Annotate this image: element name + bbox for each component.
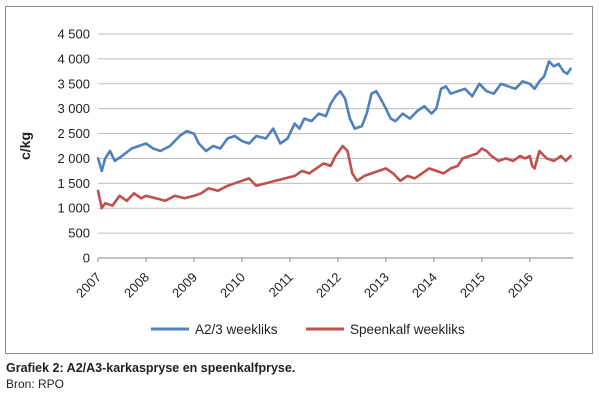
y-axis-label: c/kg	[17, 132, 33, 160]
y-tick-label: 2 500	[57, 126, 90, 141]
legend-label: A2/3 weekliks	[195, 322, 278, 337]
y-tick-label: 500	[68, 226, 90, 241]
y-tick-label: 3 500	[57, 76, 90, 91]
x-tick-label: 2015	[457, 270, 488, 301]
x-tick-label: 2010	[217, 270, 248, 301]
figure-caption: Grafiek 2: A2/A3-karkaspryse en speenkal…	[6, 361, 296, 375]
y-tick-label: 1 000	[57, 201, 90, 216]
x-tick-label: 2013	[361, 270, 392, 301]
y-tick-label: 4 000	[57, 51, 90, 66]
x-tick-label: 2007	[73, 270, 104, 301]
y-tick-label: 2 000	[57, 151, 90, 166]
series-lines	[96, 60, 572, 210]
x-tick-label: 2014	[409, 270, 440, 301]
y-tick-label: 4 500	[57, 27, 90, 42]
x-tick-label: 2012	[313, 270, 344, 301]
line-chart: 0 500 1 000 1 500 2 000 2 500 3 000 3 500 4 000 4…	[17, 27, 573, 337]
series-line	[96, 60, 572, 173]
legend: A2/3 weekliks Speenkalf weekliks	[151, 322, 465, 337]
chart-frame: 0 500 1 000 1 500 2 000 2 500 3 000 3 500 4 000 4…	[5, 6, 593, 354]
legend-label: Speenkalf weekliks	[350, 322, 465, 337]
y-tick-label: 1 500	[57, 176, 90, 191]
x-tick-label: 2016	[505, 270, 536, 301]
series-line	[96, 144, 572, 210]
figure-source: Bron: RPO	[6, 377, 65, 391]
y-tick-label: 3 000	[57, 101, 90, 116]
x-tick-label: 2009	[169, 270, 200, 301]
y-tick-label: 0	[83, 251, 90, 266]
x-tick-label: 2011	[266, 270, 296, 300]
x-tick-label: 2008	[121, 270, 152, 301]
